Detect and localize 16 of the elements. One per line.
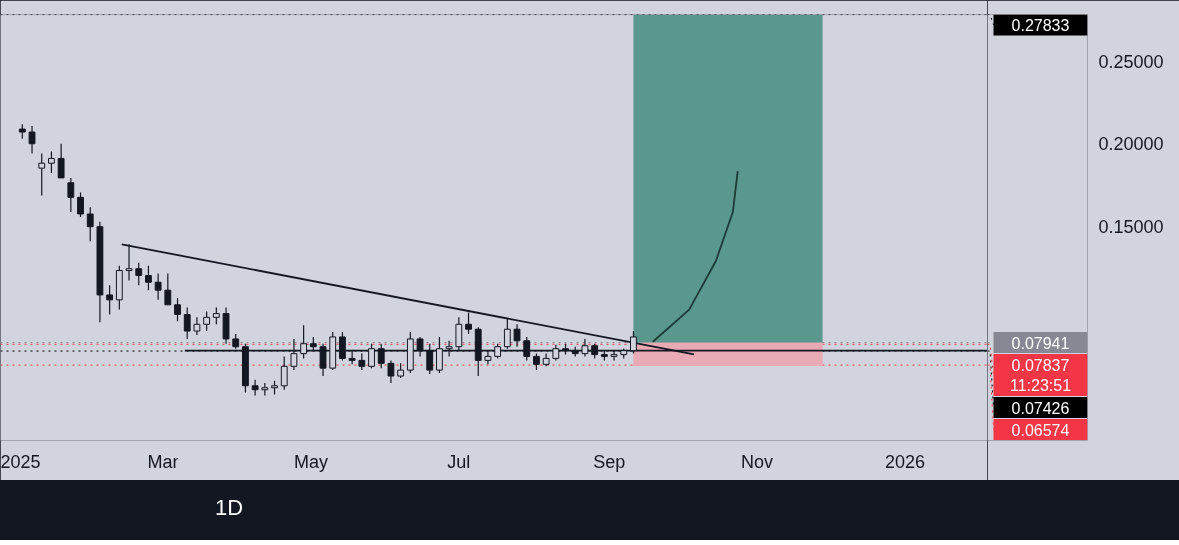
text: 1D	[215, 495, 244, 520]
x-tick-label: 2025	[0, 451, 41, 472]
y-tick-label: 0.20000	[1098, 134, 1164, 155]
ref-line-label: 0.27833	[1011, 17, 1070, 34]
x-tick-label: Nov	[741, 451, 774, 472]
x-tick-label: Sep	[593, 451, 626, 472]
ref-line-label: 0.07426	[1011, 399, 1070, 417]
x-tick-label: Mar	[147, 451, 179, 472]
x-tick-label: 2026	[885, 451, 926, 472]
y-tick-label: 0.15000	[1098, 216, 1164, 237]
y-tick-label: 0.25000	[1098, 51, 1164, 72]
x-tick-label: May	[293, 451, 328, 472]
x-tick-label: Jul	[447, 451, 471, 472]
ref-line-label: 0.06574	[1011, 421, 1070, 439]
ref-line-label: 0.07941	[1011, 334, 1070, 352]
legend-label: 0.07837 11:23:51	[1009, 356, 1072, 395]
